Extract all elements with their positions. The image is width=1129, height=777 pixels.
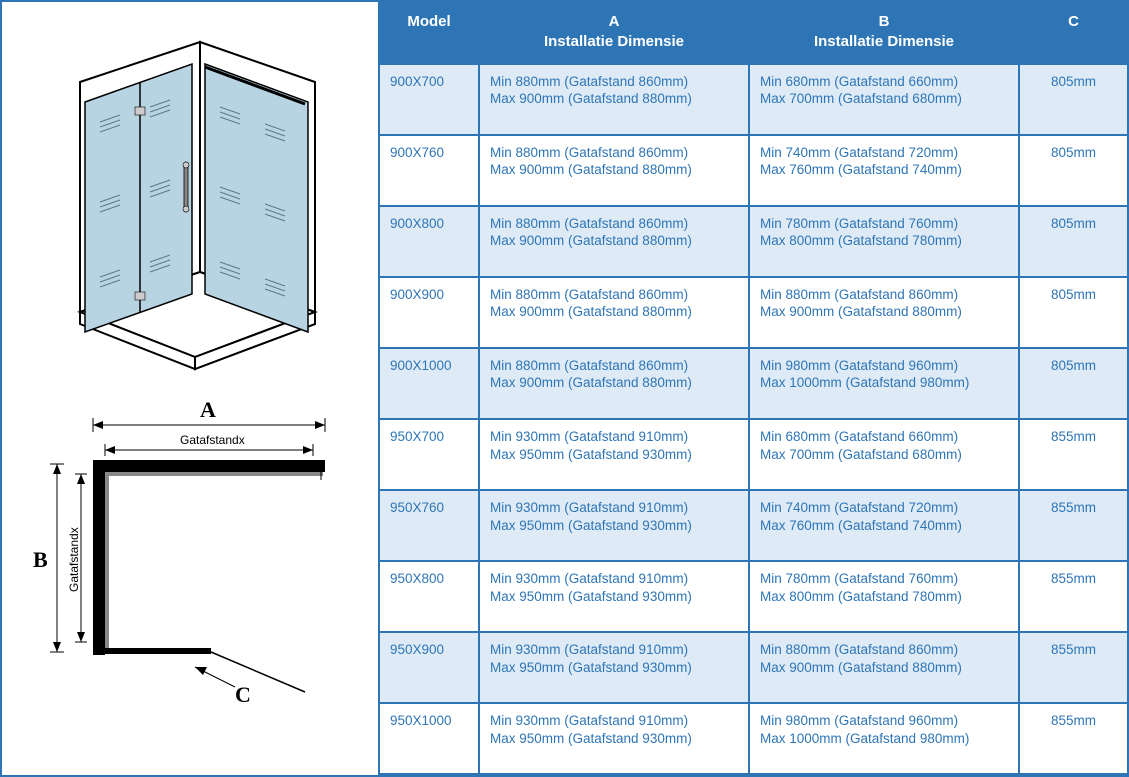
cell-b: Min 980mm (Gatafstand 960mm)Max 1000mm (… <box>749 348 1019 419</box>
cell-c: 855mm <box>1019 632 1128 703</box>
label-a: A <box>200 397 216 423</box>
label-gataf-b: Gatafstandx <box>67 527 81 592</box>
table-row: 900X1000Min 880mm (Gatafstand 860mm)Max … <box>379 348 1128 419</box>
cell-b: Min 780mm (Gatafstand 760mm)Max 800mm (G… <box>749 561 1019 632</box>
cell-a: Min 880mm (Gatafstand 860mm)Max 900mm (G… <box>479 64 749 135</box>
table-row: 950X900Min 930mm (Gatafstand 910mm)Max 9… <box>379 632 1128 703</box>
cell-b: Min 740mm (Gatafstand 720mm)Max 760mm (G… <box>749 135 1019 206</box>
cell-b: Min 680mm (Gatafstand 660mm)Max 700mm (G… <box>749 419 1019 490</box>
col-header-a: A Installatie Dimensie <box>479 2 749 64</box>
cell-b: Min 880mm (Gatafstand 860mm)Max 900mm (G… <box>749 632 1019 703</box>
cell-c: 805mm <box>1019 348 1128 419</box>
cell-a: Min 930mm (Gatafstand 910mm)Max 950mm (G… <box>479 703 749 774</box>
page-wrapper: A Gatafstandx B Gatafstandx C Model A In… <box>0 0 1129 777</box>
col-header-model: Model <box>379 2 479 64</box>
col-header-c: C <box>1019 2 1128 64</box>
cell-c: 805mm <box>1019 135 1128 206</box>
cell-a: Min 930mm (Gatafstand 910mm)Max 950mm (G… <box>479 490 749 561</box>
label-c: C <box>235 682 251 708</box>
cell-model: 900X900 <box>379 277 479 348</box>
table-header-row: Model A Installatie Dimensie B Installat… <box>379 2 1128 64</box>
cell-c: 805mm <box>1019 64 1128 135</box>
plan-diagram: A Gatafstandx B Gatafstandx C <box>35 392 345 702</box>
cell-c: 805mm <box>1019 277 1128 348</box>
cell-c: 805mm <box>1019 206 1128 277</box>
cell-b: Min 880mm (Gatafstand 860mm)Max 900mm (G… <box>749 277 1019 348</box>
cell-b: Min 780mm (Gatafstand 760mm)Max 800mm (G… <box>749 206 1019 277</box>
cell-c: 855mm <box>1019 490 1128 561</box>
cell-c: 855mm <box>1019 703 1128 774</box>
table-row: 900X800Min 880mm (Gatafstand 860mm)Max 9… <box>379 206 1128 277</box>
cell-a: Min 880mm (Gatafstand 860mm)Max 900mm (G… <box>479 135 749 206</box>
cell-model: 900X800 <box>379 206 479 277</box>
table-row: 900X900Min 880mm (Gatafstand 860mm)Max 9… <box>379 277 1128 348</box>
table-row: 900X700Min 880mm (Gatafstand 860mm)Max 9… <box>379 64 1128 135</box>
cell-a: Min 880mm (Gatafstand 860mm)Max 900mm (G… <box>479 206 749 277</box>
cell-a: Min 880mm (Gatafstand 860mm)Max 900mm (G… <box>479 277 749 348</box>
cell-model: 950X700 <box>379 419 479 490</box>
cell-c: 855mm <box>1019 419 1128 490</box>
diagram-column: A Gatafstandx B Gatafstandx C <box>0 2 378 775</box>
cell-model: 950X1000 <box>379 703 479 774</box>
cell-model: 950X760 <box>379 490 479 561</box>
table-row: 900X760Min 880mm (Gatafstand 860mm)Max 9… <box>379 135 1128 206</box>
cell-model: 900X1000 <box>379 348 479 419</box>
isometric-diagram <box>50 12 330 372</box>
table-row: 950X800Min 930mm (Gatafstand 910mm)Max 9… <box>379 561 1128 632</box>
col-header-b: B Installatie Dimensie <box>749 2 1019 64</box>
cell-model: 900X760 <box>379 135 479 206</box>
table-row: 950X700Min 930mm (Gatafstand 910mm)Max 9… <box>379 419 1128 490</box>
label-gataf-a: Gatafstandx <box>180 433 245 447</box>
cell-model: 950X900 <box>379 632 479 703</box>
cell-model: 900X700 <box>379 64 479 135</box>
cell-a: Min 930mm (Gatafstand 910mm)Max 950mm (G… <box>479 632 749 703</box>
label-b: B <box>33 547 48 573</box>
table-body: 900X700Min 880mm (Gatafstand 860mm)Max 9… <box>379 64 1128 775</box>
cell-b: Min 980mm (Gatafstand 960mm)Max 1000mm (… <box>749 703 1019 774</box>
cell-a: Min 930mm (Gatafstand 910mm)Max 950mm (G… <box>479 561 749 632</box>
cell-c: 855mm <box>1019 561 1128 632</box>
cell-a: Min 880mm (Gatafstand 860mm)Max 900mm (G… <box>479 348 749 419</box>
cell-b: Min 680mm (Gatafstand 660mm)Max 700mm (G… <box>749 64 1019 135</box>
table-column: Model A Installatie Dimensie B Installat… <box>378 2 1127 775</box>
cell-b: Min 740mm (Gatafstand 720mm)Max 760mm (G… <box>749 490 1019 561</box>
shower-enclosure-icon <box>50 12 330 372</box>
table-row: 950X1000Min 930mm (Gatafstand 910mm)Max … <box>379 703 1128 774</box>
cell-model: 950X800 <box>379 561 479 632</box>
cell-a: Min 930mm (Gatafstand 910mm)Max 950mm (G… <box>479 419 749 490</box>
table-row: 950X760Min 930mm (Gatafstand 910mm)Max 9… <box>379 490 1128 561</box>
dimensions-table: Model A Installatie Dimensie B Installat… <box>378 2 1129 775</box>
